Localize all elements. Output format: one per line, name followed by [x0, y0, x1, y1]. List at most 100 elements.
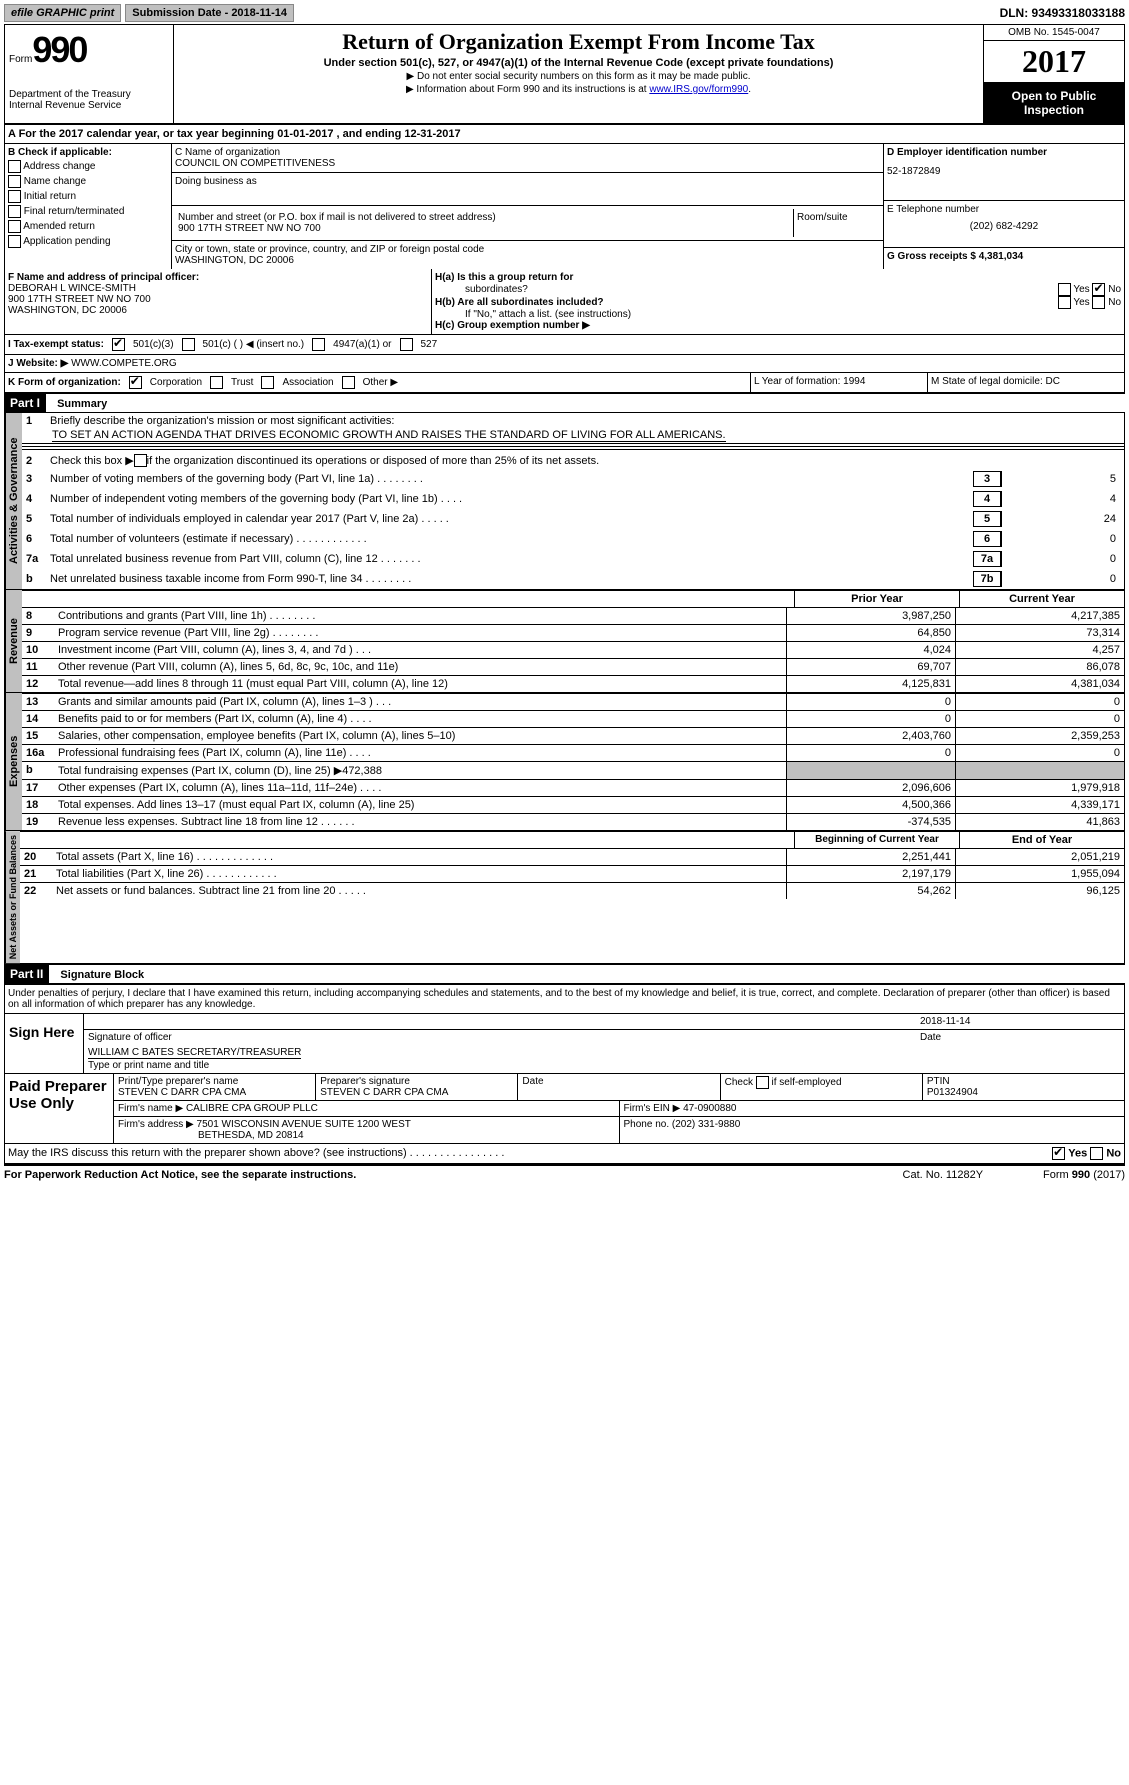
- line-10: 10Investment income (Part VIII, column (…: [22, 641, 1124, 658]
- net-label: Net Assets or Fund Balances: [5, 831, 20, 963]
- discuss-yes-checkbox[interactable]: [1052, 1147, 1065, 1160]
- part2-title: Part II: [4, 965, 49, 983]
- revenue-label: Revenue: [5, 590, 22, 692]
- year-block: OMB No. 1545-0047 2017 Open to PublicIns…: [983, 25, 1124, 123]
- other-checkbox[interactable]: [342, 376, 355, 389]
- form-label: Form: [9, 54, 32, 65]
- line-11: 11Other revenue (Part VIII, column (A), …: [22, 658, 1124, 675]
- ha-yes-checkbox[interactable]: [1058, 283, 1071, 296]
- discontinued-checkbox[interactable]: [134, 454, 147, 467]
- assoc-checkbox[interactable]: [261, 376, 274, 389]
- row-j: J Website: ▶ WWW.COMPETE.ORG: [4, 355, 1125, 373]
- colb-initial-return: Initial return: [8, 190, 168, 203]
- ein: 52-1872849: [887, 166, 1121, 177]
- h-section: H(a) Is this a group return for subordin…: [432, 269, 1124, 334]
- city-label: City or town, state or province, country…: [175, 244, 880, 255]
- dept-irs: Internal Revenue Service: [9, 100, 169, 111]
- ssn-warning: ▶ Do not enter social security numbers o…: [178, 71, 979, 82]
- dln: DLN: 93493318033188: [1000, 6, 1125, 20]
- mission-text: TO SET AN ACTION AGENDA THAT DRIVES ECON…: [52, 429, 726, 442]
- part1-header-row: Part I Summary: [4, 394, 1125, 412]
- info-line: ▶ Information about Form 990 and its ins…: [178, 84, 979, 95]
- col-b-header: B Check if applicable:: [8, 147, 168, 158]
- line-18: 18Total expenses. Add lines 13–17 (must …: [22, 796, 1124, 813]
- line-4: 4Number of independent voting members of…: [22, 489, 1124, 509]
- org-name-label: C Name of organization: [175, 147, 880, 158]
- line-13: 13Grants and similar amounts paid (Part …: [22, 693, 1124, 710]
- discuss-no-checkbox[interactable]: [1090, 1147, 1103, 1160]
- line-7a: 7aTotal unrelated business revenue from …: [22, 549, 1124, 569]
- row-k: K Form of organization: Corporation Trus…: [4, 373, 1125, 394]
- line-3: 3Number of voting members of the governi…: [22, 469, 1124, 489]
- street: 900 17TH STREET NW NO 700: [178, 223, 790, 234]
- signature-block: Under penalties of perjury, I declare th…: [4, 983, 1125, 1164]
- ein-cell: D Employer identification number 52-1872…: [884, 144, 1124, 201]
- tax-year: 2017: [984, 41, 1124, 83]
- trust-checkbox[interactable]: [210, 376, 223, 389]
- corp-checkbox[interactable]: [129, 376, 142, 389]
- subtitle: Under section 501(c), 527, or 4947(a)(1)…: [178, 57, 979, 69]
- col-c: C Name of organization COUNCIL ON COMPET…: [172, 144, 883, 269]
- colb-name-change: Name change: [8, 175, 168, 188]
- colb-address-change: Address change: [8, 160, 168, 173]
- open-to-public: Open to PublicInspection: [984, 83, 1124, 123]
- year-formation: L Year of formation: 1994: [750, 373, 927, 392]
- omb-number: OMB No. 1545-0047: [984, 25, 1124, 41]
- gov-label: Activities & Governance: [5, 413, 22, 589]
- line-12: 12Total revenue—add lines 8 through 11 (…: [22, 675, 1124, 692]
- phone-cell: E Telephone number (202) 682-4292: [884, 201, 1124, 248]
- org-name-cell: C Name of organization COUNCIL ON COMPET…: [172, 144, 883, 173]
- submission-date: Submission Date - 2018-11-14: [125, 4, 294, 22]
- state-domicile: M State of legal domicile: DC: [927, 373, 1124, 392]
- self-employed-checkbox[interactable]: [756, 1076, 769, 1089]
- row-f: F Name and address of principal officer:…: [4, 269, 1125, 335]
- line-14: 14Benefits paid to or for members (Part …: [22, 710, 1124, 727]
- colb-final-return-terminated: Final return/terminated: [8, 205, 168, 218]
- hb-no-checkbox[interactable]: [1092, 296, 1105, 309]
- row-i: I Tax-exempt status: 501(c)(3) 501(c) ( …: [4, 335, 1125, 355]
- col-b-checkboxes: B Check if applicable: Address change Na…: [5, 144, 172, 269]
- efile-print[interactable]: efile GRAPHIC print: [4, 4, 121, 22]
- dba-cell: Doing business as: [172, 173, 883, 206]
- principal-officer: F Name and address of principal officer:…: [5, 269, 432, 334]
- col-d: D Employer identification number 52-1872…: [883, 144, 1124, 269]
- part2-header-row: Part II Signature Block: [4, 965, 1125, 983]
- dba-label: Doing business as: [175, 176, 880, 187]
- part1-subtitle: Summary: [57, 398, 107, 410]
- main-title: Return of Organization Exempt From Incom…: [178, 29, 979, 55]
- revenue-section: Revenue Prior YearCurrent Year 8Contribu…: [4, 590, 1125, 693]
- ha-no-checkbox[interactable]: [1092, 283, 1105, 296]
- 527-checkbox[interactable]: [400, 338, 413, 351]
- line-6: 6Total number of volunteers (estimate if…: [22, 529, 1124, 549]
- street-cell: Number and street (or P.O. box if mail i…: [172, 206, 883, 241]
- paid-preparer-label: Paid Preparer Use Only: [5, 1074, 114, 1143]
- city-cell: City or town, state or province, country…: [172, 241, 883, 269]
- 501c3-checkbox[interactable]: [112, 338, 125, 351]
- hb-yes-checkbox[interactable]: [1058, 296, 1071, 309]
- 501c-checkbox[interactable]: [182, 338, 195, 351]
- 4947-checkbox[interactable]: [312, 338, 325, 351]
- line-5: 5Total number of individuals employed in…: [22, 509, 1124, 529]
- line-8: 8Contributions and grants (Part VIII, li…: [22, 607, 1124, 624]
- org-name: COUNCIL ON COMPETITIVENESS: [175, 158, 880, 169]
- line-21: 21Total liabilities (Part X, line 26) . …: [20, 865, 1124, 882]
- city: WASHINGTON, DC 20006: [175, 255, 880, 266]
- street-label: Number and street (or P.O. box if mail i…: [178, 212, 790, 223]
- colb-amended-return: Amended return: [8, 220, 168, 233]
- efile-header: efile GRAPHIC print Submission Date - 20…: [4, 4, 1125, 22]
- gov-section: Activities & Governance 1Briefly describ…: [4, 412, 1125, 590]
- part1-title: Part I: [4, 394, 46, 412]
- line-22: 22Net assets or fund balances. Subtract …: [20, 882, 1124, 899]
- ein-label: D Employer identification number: [887, 147, 1121, 158]
- line-9: 9Program service revenue (Part VIII, lin…: [22, 624, 1124, 641]
- entity-grid: B Check if applicable: Address change Na…: [4, 144, 1125, 269]
- bottom-line: For Paperwork Reduction Act Notice, see …: [4, 1164, 1125, 1184]
- line-15: 15Salaries, other compensation, employee…: [22, 727, 1124, 744]
- net-section: Net Assets or Fund Balances Beginning of…: [4, 831, 1125, 965]
- part2-subtitle: Signature Block: [60, 969, 144, 981]
- discuss-row: May the IRS discuss this return with the…: [5, 1143, 1124, 1163]
- section-a: A For the 2017 calendar year, or tax yea…: [4, 125, 1125, 144]
- irs-link[interactable]: www.IRS.gov/form990: [649, 84, 748, 95]
- form-header: Form990 Department of the Treasury Inter…: [4, 24, 1125, 125]
- colb-application-pending: Application pending: [8, 235, 168, 248]
